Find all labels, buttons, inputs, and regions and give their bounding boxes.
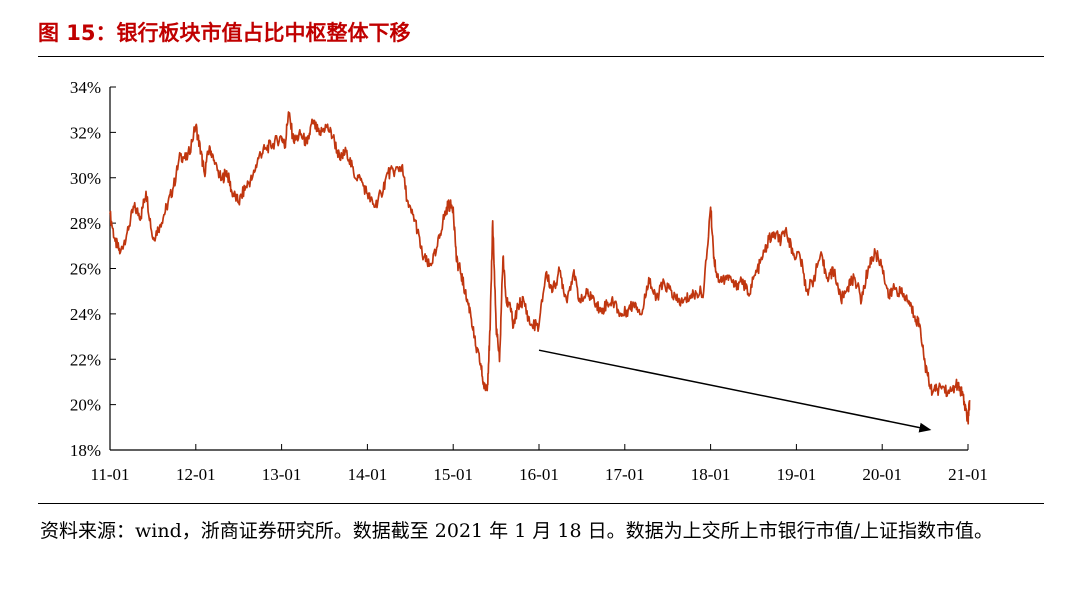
y-tick-label: 34% (70, 78, 101, 97)
x-tick-label: 18-01 (691, 465, 731, 484)
y-tick-label: 28% (70, 214, 101, 233)
figure-title: 图 15：银行板块市值占比中枢整体下移 (38, 21, 411, 45)
y-tick-label: 20% (70, 396, 101, 415)
x-tick-label: 11-01 (90, 465, 129, 484)
x-tick-label: 19-01 (777, 465, 817, 484)
line-chart: 18% 20% 22% 24% 26% 28% 30% 32% 34% 11-01 12-01 13-… (70, 78, 988, 484)
x-tick-label: 17-01 (605, 465, 645, 484)
y-tick-label: 24% (70, 305, 101, 324)
x-tick-label: 21-01 (948, 465, 988, 484)
chart-series (109, 111, 971, 425)
x-tick-label: 13-01 (262, 465, 302, 484)
bottom-rule (38, 503, 1044, 504)
x-tick-label: 15-01 (433, 465, 473, 484)
top-rule (38, 56, 1044, 57)
trend-arrow (538, 349, 932, 433)
y-tick-label: 18% (70, 441, 101, 460)
chart-ticks: 18% 20% 22% 24% 26% 28% 30% 32% 34% 11-01 12-01 13-… (70, 78, 988, 484)
x-tick-label: 20-01 (862, 465, 902, 484)
x-tick-label: 14-01 (348, 465, 388, 484)
y-tick-label: 26% (70, 260, 101, 279)
y-tick-label: 32% (70, 123, 101, 142)
chart-axes (109, 87, 968, 451)
x-tick-label: 16-01 (519, 465, 559, 484)
source-note: 资料来源：wind，浙商证券研究所。数据截至 2021 年 1 月 18 日。数… (40, 520, 993, 542)
chart-annotations (538, 349, 932, 433)
y-tick-label: 30% (70, 169, 101, 188)
x-tick-label: 12-01 (176, 465, 216, 484)
y-tick-label: 22% (70, 350, 101, 369)
series-line (109, 111, 971, 425)
